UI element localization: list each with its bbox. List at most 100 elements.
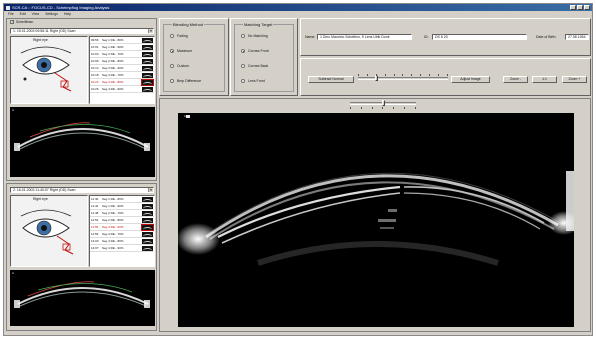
list-item[interactable]: 12:07 Seg 4 RE - 90% bbox=[90, 245, 154, 252]
blending-group: Blending Method Fading Maximum Custom Bm… bbox=[163, 22, 225, 92]
list-item[interactable]: 10:09 Seg 2 RE - 80% bbox=[90, 58, 154, 65]
window-title: SCR-CA :: FOCUS-CD - Scheimpflug Imaging… bbox=[12, 5, 110, 10]
list-item[interactable]: 11:40 Seg 1 RE - 80% bbox=[90, 196, 154, 203]
match-option-no-matching[interactable]: No Matching bbox=[241, 34, 268, 38]
scan-thumbnail bbox=[142, 238, 153, 244]
list-item[interactable]: 10:04 Seg 2 RE - 70% bbox=[90, 51, 154, 58]
radio[interactable] bbox=[170, 79, 174, 83]
zoom-in-button[interactable]: Zoom + bbox=[562, 76, 587, 83]
dob-field[interactable]: 27.08.1954 bbox=[565, 34, 589, 40]
radio-selected[interactable] bbox=[241, 49, 245, 53]
scan-preview-2[interactable]: A bbox=[10, 270, 155, 326]
scan-thumbnail bbox=[142, 86, 153, 92]
scan-thumbnail bbox=[141, 78, 154, 86]
session-2-combo-value: 2: 16.01.2003 11:40:07 Right (OD) Scan bbox=[13, 188, 76, 192]
eye-icon bbox=[20, 46, 72, 92]
menu-edit[interactable]: Edit bbox=[19, 12, 26, 16]
scan-thumbnail bbox=[142, 72, 153, 78]
chevron-down-icon[interactable]: ▼ bbox=[148, 29, 153, 33]
subtract-slider-knob[interactable] bbox=[375, 75, 379, 81]
blend-option-fading[interactable]: Fading bbox=[170, 34, 188, 38]
scan-thumbnail bbox=[142, 51, 153, 57]
session-2-combo[interactable]: 2: 16.01.2003 11:40:07 Right (OD) Scan ▼ bbox=[10, 187, 154, 193]
list-item-selected[interactable]: 11:55 Seg 3 RE - 60% bbox=[90, 223, 154, 231]
list-item[interactable]: 10:01 Seg 1 RE - 90% bbox=[90, 44, 154, 51]
list-item[interactable]: 11:48 Seg 2 RE - 70% bbox=[90, 210, 154, 217]
scheimpflug-label: Scheiflman bbox=[16, 20, 34, 24]
scan-thumbnail bbox=[142, 58, 153, 64]
blending-title: Blending Method bbox=[172, 22, 205, 27]
list-item[interactable]: 11:52 Seg 2 RE - 80% bbox=[90, 217, 154, 224]
subtract-normal-button[interactable]: Subtract Normal bbox=[308, 76, 354, 83]
menu-settings[interactable]: Settings bbox=[45, 12, 58, 16]
session-1-combo-value: 1: 15.01.2003 09:56:11 Right (OD) Scan bbox=[13, 29, 76, 33]
adjust-image-button[interactable]: Adjust Image bbox=[451, 76, 490, 83]
eye-diagram-1: Right eye bbox=[10, 36, 88, 104]
scheimpflug-checkbox[interactable]: ✓ bbox=[10, 20, 14, 24]
match-option-lens-front[interactable]: Lens Front bbox=[241, 79, 265, 83]
match-option-cornea-back[interactable]: Cornea Back bbox=[241, 64, 268, 68]
blending-panel: Blending Method Fading Maximum Custom Bm… bbox=[159, 18, 229, 96]
scan-preview-1[interactable]: A bbox=[10, 107, 155, 177]
scan-thumbnail bbox=[142, 245, 153, 251]
view-slider[interactable] bbox=[350, 100, 416, 106]
scan-thumbnail bbox=[141, 223, 154, 231]
list-item[interactable]: 10:26 Seg 4 RE - 90% bbox=[90, 86, 154, 93]
list-item[interactable]: 11:44 Seg 1 RE - 90% bbox=[90, 203, 154, 210]
subtract-slider-ticks bbox=[358, 74, 448, 76]
app-window: SCR-CA :: FOCUS-CD - Scheimpflug Imaging… bbox=[3, 3, 593, 336]
minimize-button[interactable] bbox=[570, 5, 576, 10]
chevron-down-icon[interactable]: ▼ bbox=[148, 188, 153, 192]
scan-thumbnail bbox=[142, 210, 153, 216]
list-item[interactable]: 10:18 Seg 3 RE - 70% bbox=[90, 72, 154, 79]
blend-option-custom[interactable]: Custom bbox=[170, 64, 189, 68]
toolbar-panel: Subtract Normal Adjust Image Zoom - 1:1 … bbox=[300, 58, 591, 96]
name-field[interactable]: 1 Dino Mauricio Schettino, 5 Lens Ulrik … bbox=[317, 34, 412, 40]
list-item[interactable]: 10:14 Seg 3 RE - 60% bbox=[90, 65, 154, 72]
scan-thumbnail bbox=[142, 217, 153, 223]
eye-label-1: Right eye bbox=[33, 38, 48, 42]
blend-option-bmp-difference[interactable]: Bmp Difference bbox=[170, 79, 201, 83]
radio[interactable] bbox=[241, 64, 245, 68]
match-option-cornea-front[interactable]: Cornea Front bbox=[241, 49, 269, 53]
scheimpflug-check[interactable]: ✓ Scheiflman bbox=[10, 20, 33, 24]
scan-preview-1-image bbox=[14, 122, 150, 151]
blend-option-maximum[interactable]: Maximum bbox=[170, 49, 192, 53]
view-slider-knob[interactable] bbox=[381, 100, 385, 106]
radio-selected[interactable] bbox=[170, 49, 174, 53]
matching-panel: Matching Target No Matching Cornea Front… bbox=[230, 18, 298, 96]
menu-view[interactable]: View bbox=[31, 12, 40, 16]
session-1-combo[interactable]: 1: 15.01.2003 09:56:11 Right (OD) Scan ▼ bbox=[10, 28, 154, 34]
subtract-slider[interactable] bbox=[358, 75, 448, 81]
list-item[interactable]: 12:03 Seg 4 RE - 80% bbox=[90, 238, 154, 245]
zoom-1-1-button[interactable]: 1:1 bbox=[532, 76, 557, 83]
radio[interactable] bbox=[241, 79, 245, 83]
radio[interactable] bbox=[241, 34, 245, 38]
maximize-button[interactable] bbox=[577, 5, 583, 10]
dob-label: Date of Birth: bbox=[536, 35, 557, 39]
scheimpflug-image[interactable]: A bbox=[178, 113, 574, 327]
list-item-selected[interactable]: 10:22 Seg 4 RE - 80% bbox=[90, 78, 154, 86]
eye-diagram-2: Right eye bbox=[10, 195, 88, 267]
preview-2-corner-label: A bbox=[12, 271, 15, 275]
name-label: Name: bbox=[305, 35, 316, 39]
scan-thumbnail bbox=[142, 65, 153, 71]
eye-label-2: Right eye bbox=[33, 197, 48, 201]
scan-thumbnail bbox=[142, 44, 153, 50]
scan-list-2: 11:40 Seg 1 RE - 80% 11:44 Seg 1 RE - 90% … bbox=[89, 195, 155, 267]
list-item[interactable]: 11:59 Seg 3 RE - 70% bbox=[90, 231, 154, 238]
menu-file[interactable]: File bbox=[8, 12, 14, 16]
list-item[interactable]: 09:56 Seg 1 RE - 80% bbox=[90, 37, 154, 44]
app-icon bbox=[6, 5, 10, 10]
main-view-panel: A bbox=[159, 98, 591, 332]
id-field[interactable]: DS 6 20 bbox=[432, 34, 527, 40]
matching-title: Matching Target bbox=[243, 22, 274, 27]
menu-bar: File Edit View Settings Help bbox=[4, 11, 592, 17]
close-button[interactable] bbox=[584, 5, 590, 10]
radio[interactable] bbox=[170, 34, 174, 38]
zoom-out-button[interactable]: Zoom - bbox=[503, 76, 528, 83]
menu-help[interactable]: Help bbox=[63, 12, 72, 16]
scan-thumbnail bbox=[142, 196, 153, 202]
scheimpflug-image-render bbox=[178, 113, 574, 327]
radio[interactable] bbox=[170, 64, 174, 68]
